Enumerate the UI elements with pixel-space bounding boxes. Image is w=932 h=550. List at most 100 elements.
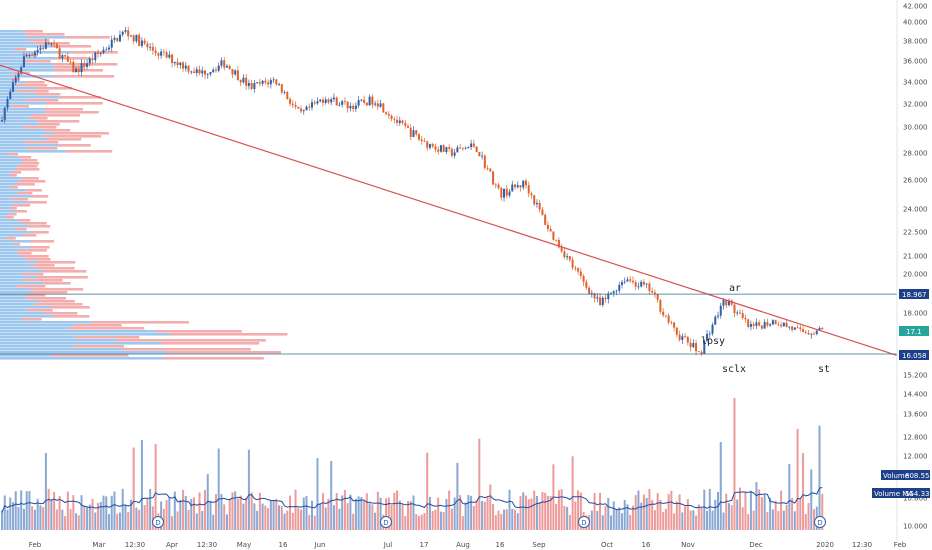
profile-bar-red: [23, 30, 43, 33]
volume-bar: [94, 512, 97, 530]
volume-bar: [664, 508, 667, 530]
candle-body: [66, 56, 69, 62]
candle-body: [656, 294, 659, 300]
candle-body: [6, 99, 9, 108]
volume-bar: [239, 495, 242, 530]
profile-bar-blue: [0, 297, 28, 300]
price-tick-label: 36.000: [903, 58, 928, 66]
volume-bar: [681, 512, 684, 530]
volume-bar: [129, 499, 132, 530]
candle-body: [250, 82, 253, 89]
candle-body: [530, 193, 533, 196]
volume-bar: [730, 505, 733, 530]
candle-body: [53, 43, 56, 45]
profile-bar-blue: [0, 246, 31, 249]
volume-bar: [717, 491, 720, 530]
candle-body: [645, 283, 648, 285]
candle-body: [162, 51, 165, 53]
candle-body: [217, 65, 220, 71]
volume-bar: [722, 512, 725, 530]
profile-bar-blue: [0, 54, 25, 57]
candle-body: [749, 323, 752, 327]
volume-bar: [428, 496, 431, 530]
volume-bar: [557, 490, 560, 530]
candle-body: [574, 267, 577, 269]
candle-body: [327, 99, 330, 103]
volume-bar: [393, 492, 396, 530]
volume-bar: [544, 492, 547, 530]
volume-bar: [116, 513, 119, 530]
annotation-st: st: [818, 364, 830, 375]
volume-bar: [412, 495, 415, 530]
profile-bar-blue: [0, 306, 51, 309]
profile-bar-blue: [0, 222, 24, 225]
candle-body: [774, 320, 777, 325]
volume-bar: [708, 488, 711, 530]
volume-bar: [17, 507, 20, 530]
volume-bar: [214, 494, 217, 530]
time-tick-label: Jul: [383, 541, 393, 549]
svg-text:Volume: Volume: [883, 472, 909, 480]
candle-body: [500, 188, 503, 198]
candle-body: [546, 224, 549, 229]
profile-bar-red: [17, 252, 32, 255]
volume-bar: [105, 496, 108, 530]
profile-bar-red: [26, 147, 58, 150]
candle-body: [154, 50, 157, 54]
candle-body: [286, 92, 289, 100]
candle-body: [437, 149, 440, 152]
volume-bar: [749, 490, 752, 530]
volume-bar: [656, 493, 659, 530]
trendline[interactable]: [0, 64, 898, 356]
candle-body: [708, 333, 711, 335]
candle-body: [557, 239, 560, 248]
candle-body: [294, 104, 297, 107]
profile-bar-blue: [0, 96, 60, 99]
volume-bar: [97, 502, 100, 530]
volume-bar: [689, 510, 692, 530]
candle-body: [623, 281, 626, 283]
svg-text:17.1: 17.1: [906, 328, 922, 336]
volume-bar: [505, 509, 508, 530]
price-tick-label: 10.800: [903, 495, 928, 503]
candle-body: [736, 312, 739, 314]
volume-bar: [280, 505, 283, 530]
profile-bar-red: [27, 297, 66, 300]
candle-body: [719, 305, 722, 316]
svg-text:16.058: 16.058: [902, 352, 927, 360]
volume-bar: [782, 510, 785, 530]
volume-bar: [678, 494, 681, 530]
candle-body: [11, 82, 14, 92]
volume-bar: [503, 509, 506, 530]
candle-body: [374, 103, 377, 105]
profile-bar-red: [44, 129, 71, 132]
volume-bar: [330, 461, 333, 530]
volume-bar: [190, 498, 193, 530]
price-tick-label: 40.000: [903, 19, 928, 27]
volume-bar: [113, 491, 116, 530]
candle-body: [42, 47, 45, 49]
profile-bar-blue: [0, 147, 27, 150]
profile-bar-blue: [0, 165, 18, 168]
volume-bar: [245, 497, 248, 530]
volume-bar: [508, 489, 511, 530]
volume-bar: [39, 505, 42, 530]
profile-bar-blue: [0, 324, 75, 327]
volume-bar: [821, 494, 824, 530]
volume-bar: [385, 498, 388, 530]
candle-body: [741, 313, 744, 319]
candle-body: [58, 48, 61, 59]
volume-bar: [77, 515, 80, 530]
volume-bar: [489, 484, 492, 530]
candle-body: [673, 322, 676, 328]
candle-body: [478, 152, 481, 157]
volume-bar: [514, 509, 517, 530]
candle-body: [225, 66, 228, 68]
profile-bar-blue: [0, 84, 18, 87]
candle-body: [214, 69, 217, 71]
candle-body: [497, 184, 500, 189]
time-tick-label: Sep: [532, 541, 546, 549]
time-tick-label: 16: [496, 541, 505, 549]
